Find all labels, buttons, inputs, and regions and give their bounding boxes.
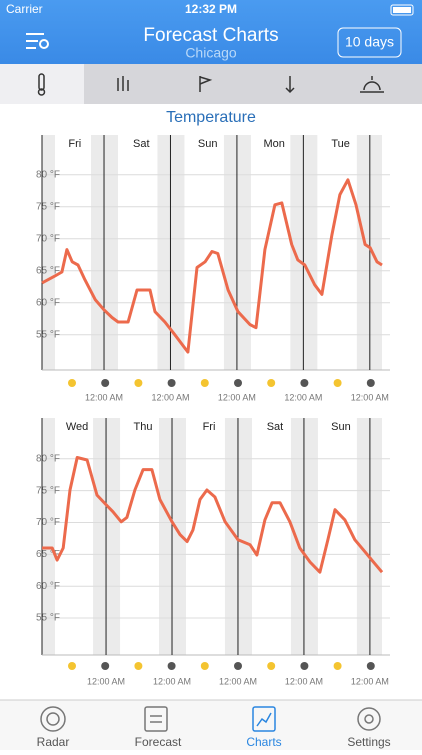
y-tick-label: 65 °F — [36, 265, 60, 276]
y-tick-label: 60 °F — [36, 581, 60, 592]
weather-icon — [200, 379, 209, 387]
x-tick-label: 12:00 AM — [151, 392, 189, 402]
nav-title: Forecast Charts — [143, 25, 278, 46]
x-tick-label: 12:00 AM — [218, 392, 256, 402]
weather-icon — [300, 379, 309, 387]
day-label: Mon — [263, 138, 284, 150]
weather-icon — [167, 379, 176, 387]
menu-button[interactable] — [26, 33, 49, 49]
y-tick-label: 75 °F — [36, 485, 60, 496]
y-tick-label: 80 °F — [36, 169, 60, 180]
night-band — [42, 418, 55, 655]
x-tick-label: 12:00 AM — [219, 676, 257, 686]
weather-icon — [300, 662, 309, 670]
x-tick-label: 12:00 AM — [153, 676, 191, 686]
weather-icon — [68, 379, 76, 387]
x-tick-label: 12:00 AM — [285, 676, 323, 686]
days-button-label[interactable]: 10 days — [345, 34, 394, 50]
section-title: Temperature — [166, 109, 256, 126]
weather-icon — [333, 379, 342, 387]
weather-icon — [134, 662, 143, 670]
y-tick-label: 70 °F — [36, 233, 60, 244]
x-tick-label: 12:00 AM — [85, 392, 123, 402]
temperature-chart: 55 °F 60 °F 65 °F 70 °F 75 °F 80 °F 12:00 AM 12… — [36, 135, 390, 402]
battery-level — [393, 7, 411, 13]
nav-bar — [0, 0, 422, 64]
y-tick-label: 75 °F — [36, 201, 60, 212]
tab-icons[interactable] — [40, 706, 381, 732]
x-tick-label: 12:00 AM — [87, 676, 125, 686]
y-tick-label: 80 °F — [36, 453, 60, 464]
x-tick-label: 12:00 AM — [284, 392, 322, 402]
y-tick-label: 70 °F — [36, 517, 60, 528]
day-label: Fri — [203, 421, 216, 433]
day-label: Sat — [133, 138, 150, 150]
weather-icon — [366, 662, 375, 670]
tab-label[interactable]: Settings — [347, 735, 390, 749]
weather-icon — [333, 662, 342, 670]
day-label: Sun — [198, 138, 218, 150]
temperature-line — [42, 456, 384, 574]
chart-tab-icons[interactable] — [37, 73, 385, 96]
weather-icon — [68, 662, 76, 670]
days-button[interactable] — [337, 27, 402, 58]
weather-icon — [101, 379, 110, 387]
y-tick-label: 55 °F — [36, 329, 60, 340]
day-label: Tue — [331, 138, 350, 150]
day-label: Wed — [66, 421, 88, 433]
weather-icon — [366, 379, 375, 387]
tab-bar — [0, 700, 422, 750]
nav-subtitle: Chicago — [185, 45, 237, 61]
tab-label[interactable]: Radar — [37, 735, 70, 749]
weather-icon — [234, 379, 242, 387]
tab-label[interactable]: Charts — [246, 735, 281, 749]
weather-icon — [267, 662, 276, 670]
battery — [390, 4, 414, 16]
day-label: Thu — [134, 421, 153, 433]
weather-icon — [234, 662, 242, 670]
day-label: Sun — [331, 421, 351, 433]
tab-label[interactable]: Forecast — [135, 735, 182, 749]
weather-icon — [200, 662, 209, 670]
weather-icon — [101, 662, 110, 670]
clock: 12:32 PM — [185, 2, 237, 16]
weather-icon — [167, 662, 176, 670]
y-tick-label: 55 °F — [36, 613, 60, 624]
tab-temperature-selected[interactable] — [0, 64, 84, 104]
temperature-chart: 55 °F 60 °F 65 °F 70 °F 75 °F 80 °F 12:00 AM 12… — [36, 418, 390, 686]
night-band — [42, 135, 55, 370]
day-label: Fri — [68, 138, 81, 150]
weather-icon — [267, 379, 276, 387]
x-tick-label: 12:00 AM — [351, 676, 389, 686]
carrier: Carrier — [6, 2, 43, 16]
weather-icon — [134, 379, 143, 387]
x-tick-label: 12:00 AM — [351, 392, 389, 402]
temperature-line — [41, 178, 383, 354]
y-tick-label: 65 °F — [36, 549, 60, 560]
y-tick-label: 60 °F — [36, 297, 60, 308]
day-label: Sat — [267, 421, 284, 433]
